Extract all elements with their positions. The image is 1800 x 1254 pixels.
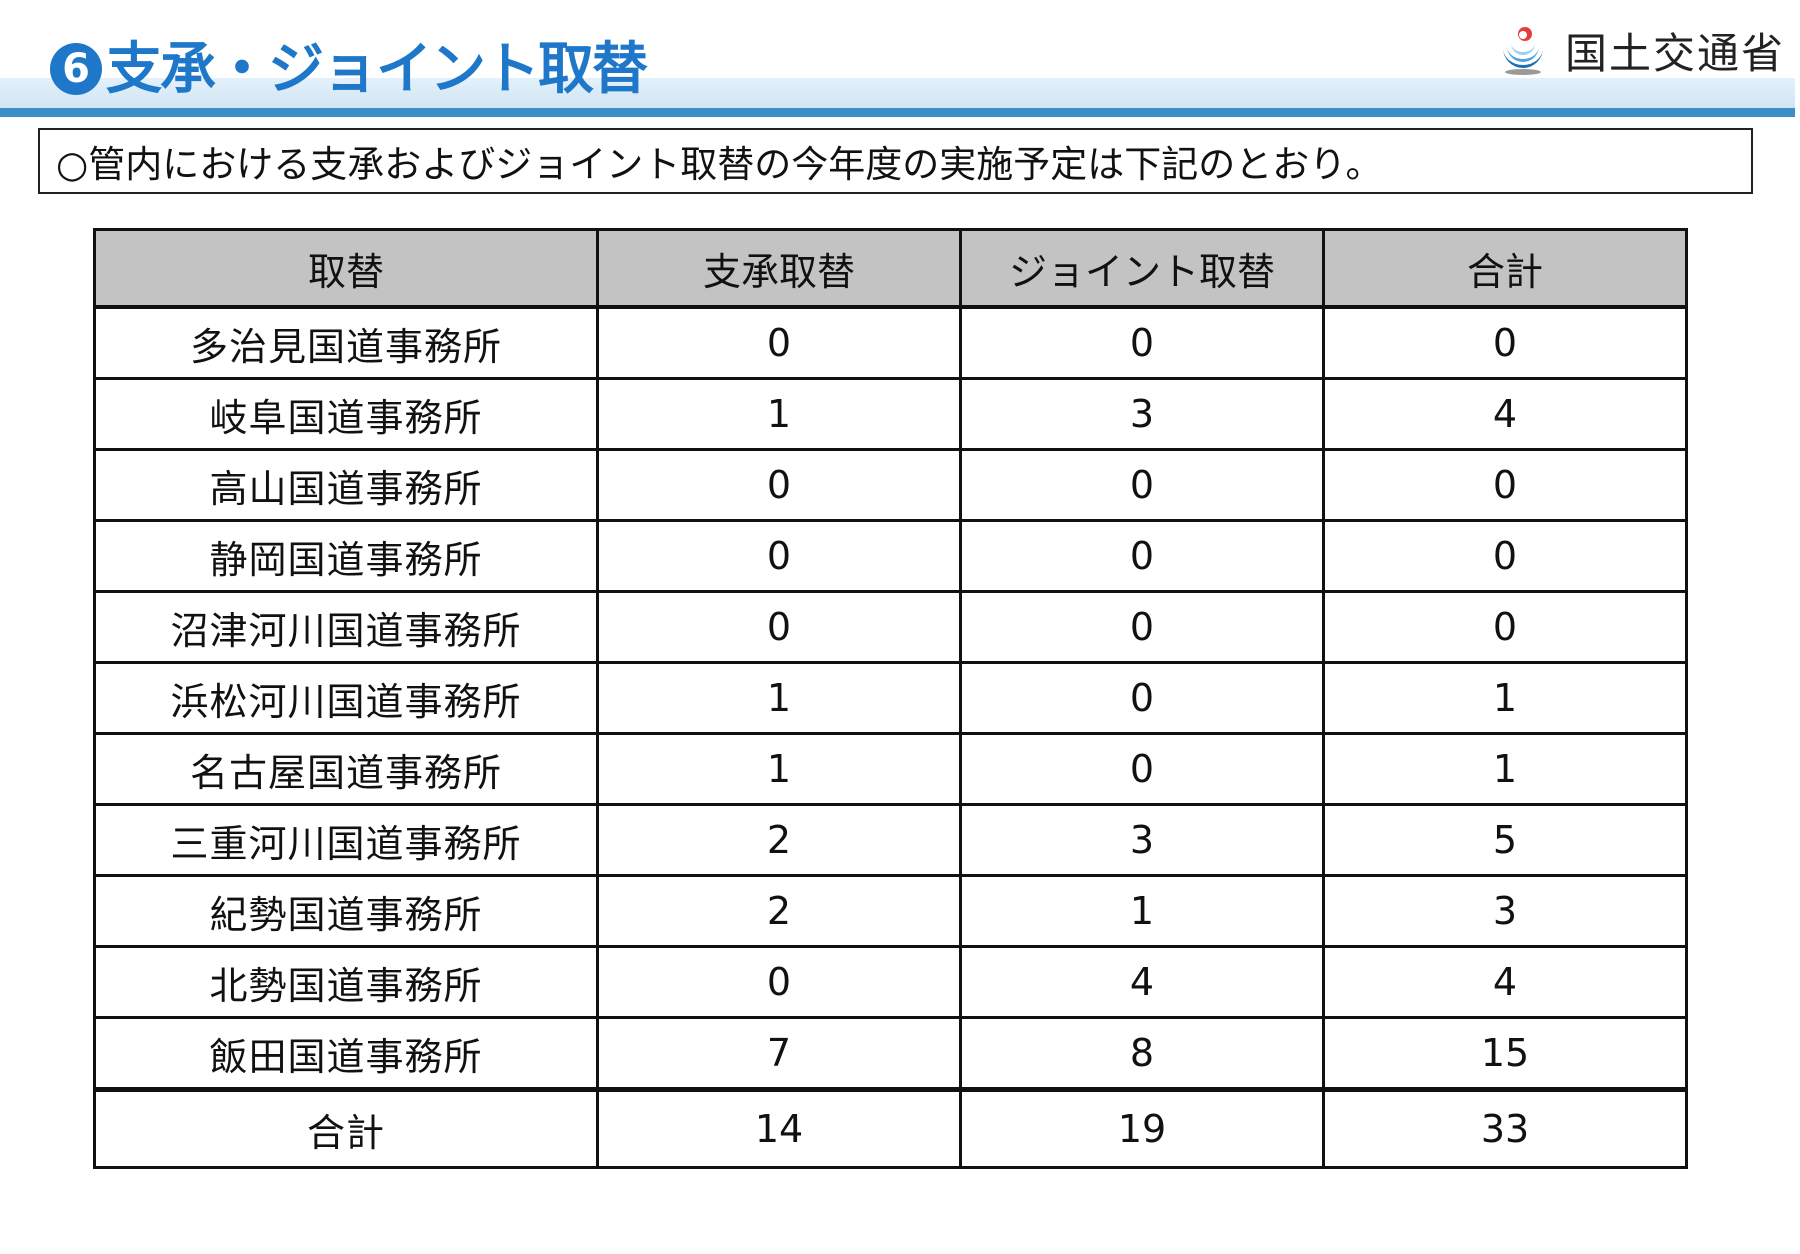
table-row: 岐阜国道事務所 1 3 4 <box>93 377 1688 451</box>
total-label-cell: 合計 <box>93 1087 599 1169</box>
header-band <box>0 78 1795 108</box>
total-count-cell: 0 <box>1322 519 1688 593</box>
table-row: 名古屋国道事務所 1 0 1 <box>93 732 1688 806</box>
joint-count-cell: 0 <box>959 590 1325 664</box>
bearing-count-cell: 0 <box>596 448 962 522</box>
table-row: 静岡国道事務所 0 0 0 <box>93 519 1688 593</box>
column-header-office: 取替 <box>93 228 599 309</box>
title-text: 支承・ジョイント取替 <box>106 37 648 102</box>
title-number-badge: 6 <box>50 43 102 95</box>
bearing-count-cell: 1 <box>596 377 962 451</box>
joint-count-cell: 0 <box>959 519 1325 593</box>
office-name-cell: 多治見国道事務所 <box>93 305 599 380</box>
bearing-count-cell: 0 <box>596 590 962 664</box>
total-count-cell: 5 <box>1322 803 1688 877</box>
joint-count-cell: 4 <box>959 945 1325 1019</box>
office-name-cell: 岐阜国道事務所 <box>93 377 599 451</box>
joint-count-cell: 3 <box>959 377 1325 451</box>
bearing-count-cell: 0 <box>596 519 962 593</box>
office-name-cell: 静岡国道事務所 <box>93 519 599 593</box>
note-box: ○管内における支承およびジョイント取替の今年度の実施予定は下記のとおり。 <box>38 128 1753 194</box>
bearing-count-cell: 2 <box>596 803 962 877</box>
office-name-cell: 高山国道事務所 <box>93 448 599 522</box>
bearing-count-cell: 2 <box>596 874 962 948</box>
joint-count-cell: 8 <box>959 1016 1325 1091</box>
joint-count-cell: 0 <box>959 661 1325 735</box>
total-count-cell: 1 <box>1322 732 1688 806</box>
total-count-cell: 0 <box>1322 305 1688 380</box>
joint-count-cell: 0 <box>959 732 1325 806</box>
table-row: 浜松河川国道事務所 1 0 1 <box>93 661 1688 735</box>
office-name-cell: 飯田国道事務所 <box>93 1016 599 1091</box>
total-row: 合計 14 19 33 <box>93 1087 1688 1169</box>
column-header-total: 合計 <box>1322 228 1688 309</box>
bearing-count-cell: 1 <box>596 661 962 735</box>
replacement-table: 取替 支承取替 ジョイント取替 合計 多治見国道事務所 0 0 0 岐阜国道事務… <box>93 228 1688 1169</box>
bearing-count-cell: 0 <box>596 945 962 1019</box>
total-count-cell: 15 <box>1322 1016 1688 1091</box>
table-footer: 合計 14 19 33 <box>93 1087 1688 1169</box>
bearing-count-cell: 7 <box>596 1016 962 1091</box>
office-name-cell: 沼津河川国道事務所 <box>93 590 599 664</box>
table-body: 多治見国道事務所 0 0 0 岐阜国道事務所 1 3 4 高山国道事務所 0 0… <box>93 305 1688 1091</box>
total-count-cell: 0 <box>1322 448 1688 522</box>
column-header-bearing: 支承取替 <box>596 228 962 309</box>
office-name-cell: 紀勢国道事務所 <box>93 874 599 948</box>
table-row: 飯田国道事務所 7 8 15 <box>93 1016 1688 1091</box>
table-row: 沼津河川国道事務所 0 0 0 <box>93 590 1688 664</box>
bearing-total-cell: 14 <box>596 1087 962 1169</box>
joint-count-cell: 0 <box>959 305 1325 380</box>
office-name-cell: 三重河川国道事務所 <box>93 803 599 877</box>
total-count-cell: 1 <box>1322 661 1688 735</box>
office-name-cell: 名古屋国道事務所 <box>93 732 599 806</box>
total-count-cell: 3 <box>1322 874 1688 948</box>
ministry-logo: 国土交通省 <box>1495 20 1785 80</box>
table-row: 紀勢国道事務所 2 1 3 <box>93 874 1688 948</box>
note-text: ○管内における支承およびジョイント取替の今年度の実施予定は下記のとおり。 <box>56 143 1383 186</box>
table-header: 取替 支承取替 ジョイント取替 合計 <box>93 228 1688 309</box>
joint-count-cell: 1 <box>959 874 1325 948</box>
header-row: 取替 支承取替 ジョイント取替 合計 <box>93 228 1688 309</box>
table-row: 三重河川国道事務所 2 3 5 <box>93 803 1688 877</box>
joint-count-cell: 3 <box>959 803 1325 877</box>
bearing-count-cell: 1 <box>596 732 962 806</box>
joint-total-cell: 19 <box>959 1087 1325 1169</box>
ministry-name: 国土交通省 <box>1565 28 1786 78</box>
office-name-cell: 北勢国道事務所 <box>93 945 599 1019</box>
column-header-joint: ジョイント取替 <box>959 228 1325 309</box>
table-row: 北勢国道事務所 0 4 4 <box>93 945 1688 1019</box>
bearing-count-cell: 0 <box>596 305 962 380</box>
total-count-cell: 4 <box>1322 945 1688 1019</box>
table-row: 多治見国道事務所 0 0 0 <box>93 305 1688 380</box>
joint-count-cell: 0 <box>959 448 1325 522</box>
table-row: 高山国道事務所 0 0 0 <box>93 448 1688 522</box>
header-rule <box>0 108 1795 117</box>
total-count-cell: 4 <box>1322 377 1688 451</box>
office-name-cell: 浜松河川国道事務所 <box>93 661 599 735</box>
page-title: 6 支承・ジョイント取替 <box>50 34 648 106</box>
total-count-cell: 0 <box>1322 590 1688 664</box>
grand-total-cell: 33 <box>1322 1087 1688 1169</box>
ministry-emblem-icon <box>1503 27 1543 75</box>
